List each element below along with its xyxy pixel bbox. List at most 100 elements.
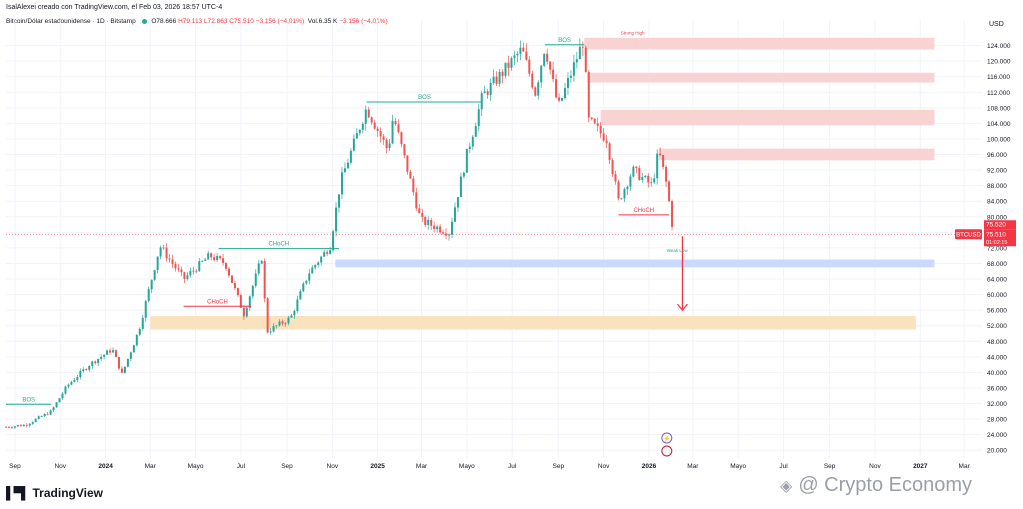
- candle-body: [97, 358, 100, 364]
- candle-body: [587, 72, 590, 118]
- structure-label: BOS: [558, 38, 571, 44]
- candle-body: [132, 345, 135, 353]
- candle-body: [323, 252, 326, 257]
- candle-body: [332, 231, 335, 251]
- candle-body: [635, 166, 638, 169]
- candle-body: [147, 289, 150, 302]
- candle-body: [409, 171, 412, 179]
- candle-body: [352, 138, 355, 151]
- candle-body: [373, 122, 376, 129]
- candle-body: [626, 186, 629, 190]
- candle-body: [549, 61, 552, 70]
- candle-body: [617, 181, 620, 199]
- candle-body: [138, 328, 141, 335]
- candle-body: [403, 144, 406, 156]
- candle-body: [25, 424, 28, 426]
- tradingview-logo-icon: ▌▀▌: [6, 486, 29, 500]
- candle-body: [40, 416, 43, 418]
- candle-body: [275, 325, 278, 327]
- crypto-economy-watermark: ◈ @ Crypto Economy: [780, 474, 972, 497]
- y-tick-label: 56.000: [987, 308, 1007, 315]
- candle-body: [629, 176, 632, 187]
- event-us-flag-icon: [661, 445, 673, 457]
- candle-body: [569, 75, 572, 78]
- candle-body: [76, 377, 79, 381]
- zone-supply: [584, 37, 935, 50]
- candle-body: [388, 143, 391, 149]
- x-tick-label: Sep: [553, 463, 565, 470]
- y-tick-label: 72.000: [987, 245, 1007, 252]
- x-tick-label: Sep: [9, 463, 21, 470]
- candle-body: [272, 325, 275, 332]
- x-tick-label: 2027: [913, 463, 928, 470]
- annotation-label: Strong High: [621, 31, 645, 36]
- candle-body: [109, 350, 112, 353]
- zone-supply: [587, 72, 935, 83]
- candle-body: [248, 296, 251, 308]
- candle-body: [602, 133, 605, 141]
- ohlc-close: C75.510: [229, 18, 254, 25]
- y-tick-label: 84.000: [987, 199, 1007, 206]
- candle-body: [436, 226, 439, 230]
- ohlc-open: O78.666: [151, 18, 177, 25]
- candle-body: [638, 168, 641, 181]
- candle-body: [349, 150, 352, 163]
- candle-body: [522, 47, 525, 52]
- y-tick-label: 60.000: [987, 292, 1007, 299]
- x-tick-label: Mayo: [730, 463, 746, 470]
- y-tick-label: 40.000: [987, 370, 1007, 377]
- candle-body: [13, 426, 16, 428]
- candle-body: [16, 425, 19, 427]
- candle-body: [311, 267, 314, 274]
- event-lightning-glyph: ⚡: [663, 435, 670, 443]
- candle-body: [183, 272, 186, 279]
- candle-body: [335, 207, 338, 232]
- candle-body: [379, 131, 382, 137]
- candle-body: [198, 261, 201, 272]
- candle-body: [117, 357, 120, 369]
- candle-body: [284, 323, 287, 325]
- x-tick-label: Sep: [281, 463, 293, 470]
- last-price-tag: 75.510: [986, 232, 1006, 239]
- candle-body: [376, 128, 379, 132]
- candle-body: [495, 76, 498, 84]
- candle-body: [543, 53, 546, 66]
- candle-body: [418, 208, 421, 214]
- watermark-text: @ Crypto Economy: [798, 474, 973, 496]
- candle-body: [177, 268, 180, 270]
- x-tick-label: Mar: [145, 463, 157, 470]
- candle-body: [100, 356, 103, 359]
- candle-body: [94, 361, 97, 364]
- candle-body: [144, 301, 147, 318]
- candle-body: [296, 299, 299, 311]
- candle-body: [19, 425, 22, 427]
- candle-body: [5, 426, 7, 428]
- axis-currency-label: USD: [989, 21, 1004, 28]
- prev-price-tag: 75.520: [986, 222, 1006, 229]
- candle-body: [501, 71, 504, 76]
- candle-body: [394, 121, 397, 125]
- candle-body: [361, 123, 364, 130]
- candle-body: [159, 247, 162, 257]
- candle-body: [228, 268, 231, 276]
- candle-body: [37, 416, 40, 419]
- candle-body: [281, 321, 284, 324]
- candle-body: [459, 176, 462, 198]
- candle-body: [498, 71, 501, 84]
- candle-body: [433, 225, 436, 230]
- candle-body: [58, 398, 61, 403]
- candle-body: [43, 413, 46, 417]
- y-tick-label: 52.000: [987, 323, 1007, 330]
- candle-body: [61, 393, 64, 399]
- candle-body: [112, 350, 115, 353]
- candle-body: [540, 65, 543, 83]
- candle-body: [584, 47, 587, 73]
- candle-body: [623, 189, 626, 199]
- candle-body: [192, 270, 195, 272]
- candle-body: [326, 252, 329, 254]
- x-tick-label: Sep: [824, 463, 836, 470]
- prev-price-tag-bg: [984, 220, 1016, 230]
- candle-body: [406, 155, 409, 172]
- candle-body: [64, 386, 67, 394]
